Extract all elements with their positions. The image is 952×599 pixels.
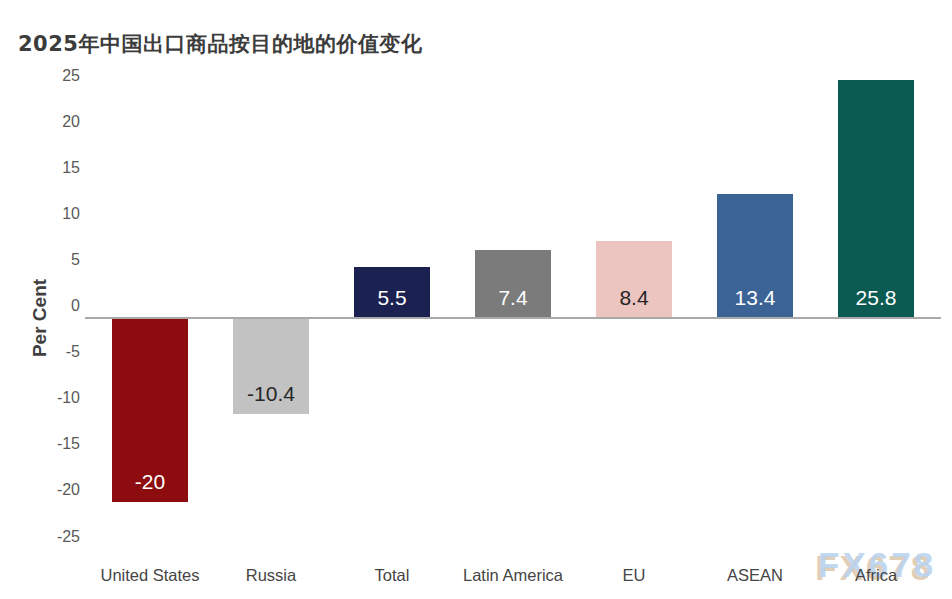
zero-axis-line bbox=[85, 317, 941, 319]
y-tick-label: 15 bbox=[22, 159, 80, 177]
bar-latin-america: 7.4 bbox=[475, 250, 551, 318]
bar-africa: 25.8 bbox=[838, 80, 914, 318]
y-tick-label: 5 bbox=[22, 251, 80, 269]
bar-united-states: -20 bbox=[112, 318, 188, 502]
y-tick-label: 20 bbox=[22, 113, 80, 131]
bar-russia: -10.4 bbox=[233, 318, 309, 414]
chart-title: 2025年中国出口商品按目的地的价值变化 bbox=[18, 30, 422, 58]
y-tick-label: -20 bbox=[22, 481, 80, 499]
y-tick-label: -5 bbox=[22, 343, 80, 361]
x-category-label: Africa bbox=[791, 566, 952, 585]
bar-chart-figure: 2025年中国出口商品按目的地的价值变化 Per Cent 2520151050… bbox=[0, 0, 952, 599]
bar-value-label: 8.4 bbox=[596, 285, 672, 310]
bar-total: 5.5 bbox=[354, 267, 430, 318]
y-tick-label: -25 bbox=[22, 528, 80, 546]
y-tick-label: 25 bbox=[22, 67, 80, 85]
bar-eu: 8.4 bbox=[596, 241, 672, 318]
bar-asean: 13.4 bbox=[717, 194, 793, 318]
bar-value-label: 13.4 bbox=[717, 285, 793, 310]
y-tick-label: -10 bbox=[22, 389, 80, 407]
y-tick-label: 0 bbox=[22, 297, 80, 315]
y-tick-label: -15 bbox=[22, 435, 80, 453]
y-tick-label: 10 bbox=[22, 205, 80, 223]
bar-value-label: 25.8 bbox=[838, 285, 914, 310]
bar-value-label: -10.4 bbox=[233, 381, 309, 406]
bar-value-label: -20 bbox=[112, 469, 188, 494]
bar-value-label: 5.5 bbox=[354, 285, 430, 310]
bar-value-label: 7.4 bbox=[475, 285, 551, 310]
